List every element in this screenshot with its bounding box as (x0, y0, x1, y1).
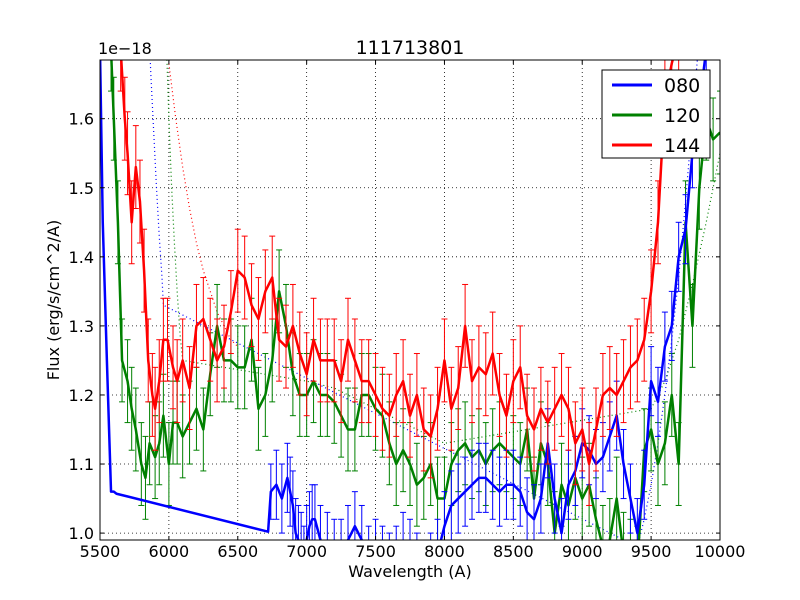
legend: 080 120 144 (601, 69, 711, 159)
y-tick-labels: 1.0 1.1 1.2 1.3 1.4 1.5 1.6 (69, 110, 94, 543)
series-line-080 (100, 60, 707, 540)
x-tick-label: 7000 (286, 542, 327, 561)
x-tick-label: 9000 (562, 542, 603, 561)
legend-label-080: 080 (664, 75, 700, 97)
x-tick-label: 5500 (80, 542, 121, 561)
x-tick-labels: 5500 6000 6500 7000 7500 8000 8500 9000 9500 1000… (80, 542, 746, 561)
y-tick-label: 1.0 (69, 524, 94, 543)
y-tick-label: 1.5 (69, 179, 94, 198)
series-144 (117, 60, 682, 506)
plot-frame (99, 59, 721, 541)
x-axis-label: Wavelength (A) (348, 562, 471, 581)
model-curve-144 (168, 63, 239, 348)
x-tick-label: 8500 (493, 542, 534, 561)
y-tick-label: 1.1 (69, 455, 94, 474)
y-tick-label: 1.4 (69, 248, 94, 267)
y-tick-label: 1.2 (69, 386, 94, 405)
legend-label-144: 144 (664, 135, 700, 157)
y-tick-label: 1.3 (69, 317, 94, 336)
chart-title: 111713801 (356, 37, 465, 59)
x-tick-label: 9500 (631, 542, 672, 561)
y-tick-label: 1.6 (69, 110, 94, 129)
series-120 (108, 60, 720, 540)
x-tick-label: 7500 (355, 542, 396, 561)
series-line-120 (110, 60, 720, 540)
x-tick-label: 6000 (149, 542, 190, 561)
y-axis-label: Flux (erg/s/cm^2/A) (44, 220, 63, 381)
y-offset-label: 1e−18 (98, 39, 152, 58)
series-line-144 (120, 60, 674, 466)
x-tick-label: 8000 (424, 542, 465, 561)
ticks (99, 60, 721, 540)
legend-label-120: 120 (664, 105, 700, 127)
x-tick-label: 10000 (695, 542, 746, 561)
data-layer (100, 60, 720, 540)
x-tick-label: 6500 (217, 542, 258, 561)
